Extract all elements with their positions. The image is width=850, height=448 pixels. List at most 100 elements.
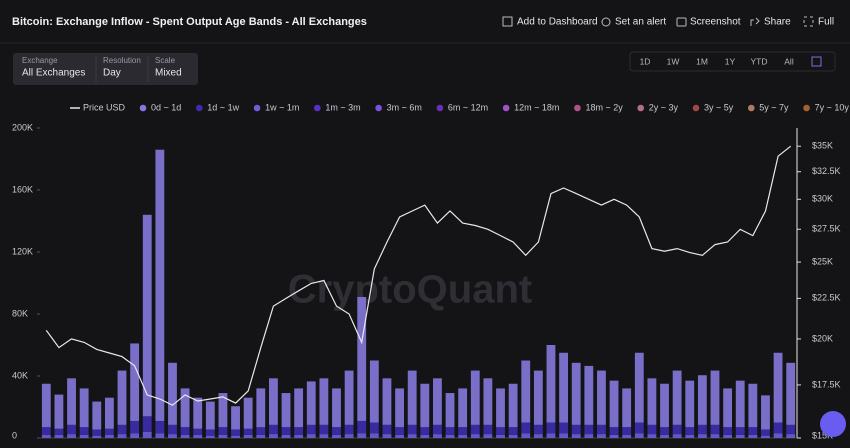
bar (205, 429, 215, 436)
bar (155, 420, 165, 434)
bar (130, 343, 140, 421)
y2-tick-label: $25K (812, 256, 833, 266)
bar (483, 434, 493, 438)
action[interactable]: Full (818, 17, 834, 28)
bar (369, 360, 379, 423)
bar (584, 424, 594, 435)
bar (243, 428, 253, 435)
watermark: CryptoQuant (288, 268, 532, 312)
bar (407, 370, 417, 425)
legend-label[interactable]: 1m ~ 3m (325, 102, 360, 112)
bar (104, 428, 114, 435)
bar (634, 433, 644, 438)
y2-tick-label: $35K (812, 141, 833, 151)
bar (735, 380, 745, 428)
range-button[interactable]: 1Y (725, 56, 736, 66)
bar (168, 434, 177, 438)
bar (41, 434, 51, 438)
y-tick-label: 0 (12, 430, 17, 440)
legend-label[interactable]: 0d ~ 1d (151, 102, 181, 112)
legend-label[interactable]: Price USD (83, 102, 126, 112)
bar (660, 427, 669, 435)
bar (407, 424, 417, 435)
bar (710, 424, 720, 435)
bar (369, 422, 379, 434)
range-button[interactable]: 1D (640, 56, 651, 66)
legend-label[interactable]: 3m ~ 6m (387, 102, 422, 112)
legend-label[interactable]: 7y ~ 10y (815, 102, 850, 112)
legend-swatch (253, 104, 261, 112)
bar (294, 427, 304, 435)
legend-swatch (747, 104, 755, 112)
action[interactable]: Share (764, 17, 791, 28)
range-button[interactable]: YTD (751, 56, 768, 66)
bar (584, 365, 594, 425)
legend-label[interactable]: 1d ~ 1w (207, 102, 239, 112)
bar (685, 434, 695, 438)
chat-button[interactable] (820, 411, 846, 437)
control-label: Resolution (103, 56, 141, 65)
bar (634, 422, 644, 434)
legend-label[interactable]: 2y ~ 3y (649, 102, 679, 112)
bar (130, 420, 140, 434)
range-button[interactable]: 1M (696, 56, 708, 66)
action[interactable]: Add to Dashboard (517, 17, 598, 28)
bar (672, 370, 682, 425)
bar (294, 434, 304, 438)
legend-label[interactable]: 1w ~ 1m (265, 102, 299, 112)
bar (445, 434, 455, 438)
bar (521, 422, 531, 434)
bar (647, 378, 657, 425)
bar (748, 427, 758, 435)
bar (773, 433, 783, 438)
bar (773, 422, 783, 434)
bar (256, 388, 266, 428)
bar (622, 427, 632, 435)
bar (571, 362, 581, 425)
bar (155, 433, 165, 438)
range-buttons: 1D 1W 1M 1Y YTD All (629, 51, 836, 72)
legend-label[interactable]: 12m ~ 18m (514, 102, 559, 112)
bar (546, 433, 556, 438)
range-button[interactable]: 1W (667, 56, 680, 66)
control-value[interactable]: Day (103, 68, 121, 79)
bar (218, 393, 228, 428)
legend-label[interactable]: 5y ~ 7y (759, 102, 789, 112)
legend-label[interactable]: 3y ~ 5y (704, 102, 734, 112)
bar (748, 434, 758, 438)
bar (344, 434, 354, 438)
range-panel (629, 51, 836, 72)
bar (231, 406, 240, 430)
bar (231, 435, 240, 438)
bar (761, 395, 770, 430)
bar (735, 434, 745, 438)
control-value[interactable]: All Exchanges (22, 68, 85, 79)
bar (470, 370, 480, 425)
range-button[interactable]: All (784, 56, 794, 66)
bar (382, 378, 392, 425)
bar (41, 427, 51, 435)
action[interactable]: Set an alert (615, 17, 666, 28)
bar (559, 422, 569, 434)
bar (104, 397, 114, 429)
legend-label[interactable]: 18m ~ 2y (585, 102, 623, 112)
bar (306, 424, 316, 435)
bar (622, 434, 632, 438)
control-value[interactable]: Mixed (155, 68, 182, 79)
legend-swatch (139, 104, 147, 112)
legend-swatch (637, 104, 645, 112)
bar (382, 424, 392, 435)
legend-label[interactable]: 6m ~ 12m (448, 102, 488, 112)
action[interactable]: Screenshot (690, 17, 741, 28)
bar (546, 345, 556, 423)
bar (142, 416, 152, 432)
bar (445, 393, 455, 428)
bar (117, 370, 127, 425)
bar (660, 383, 669, 428)
bar (571, 424, 581, 435)
y2-tick-label: $17.5K (812, 379, 841, 389)
bar (205, 401, 215, 430)
bar (559, 352, 569, 423)
legend-swatch (803, 104, 810, 112)
bar (193, 434, 203, 438)
